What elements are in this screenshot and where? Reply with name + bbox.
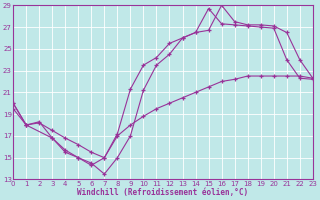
X-axis label: Windchill (Refroidissement éolien,°C): Windchill (Refroidissement éolien,°C): [77, 188, 249, 197]
